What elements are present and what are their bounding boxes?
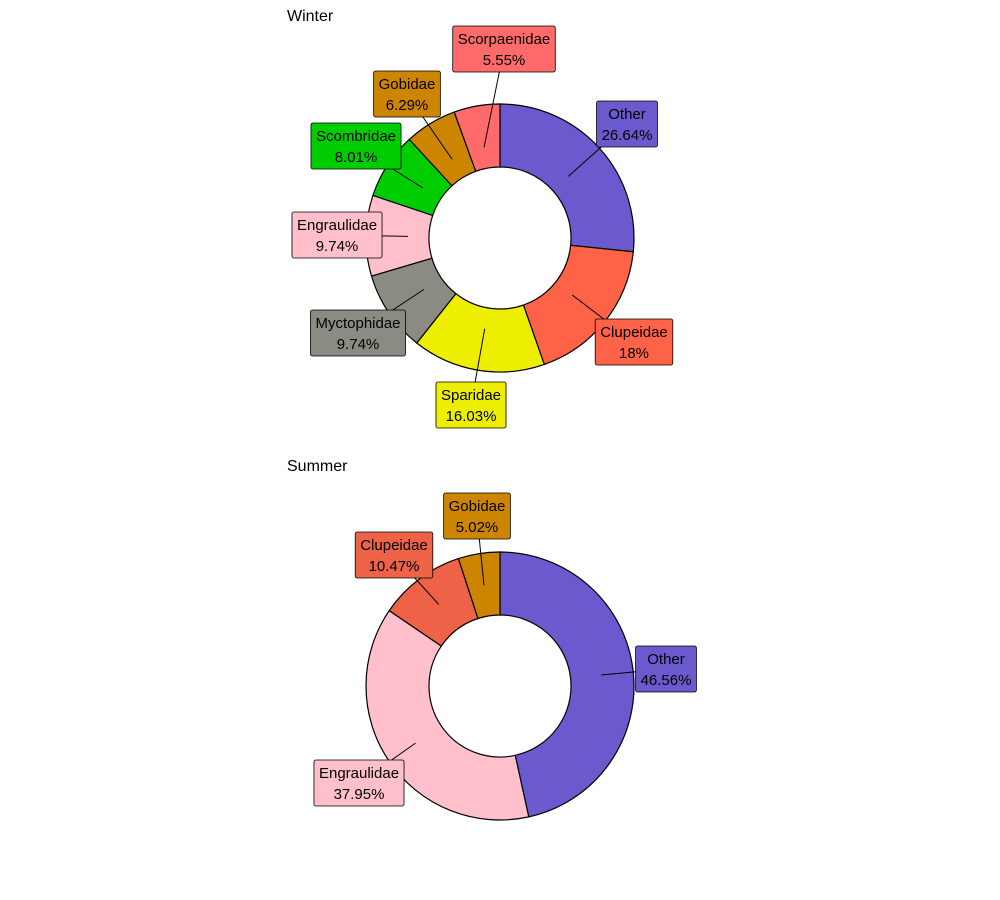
winter-label-myctophidae: Myctophidae 9.74% xyxy=(310,309,406,357)
winter-label-scombridae: Scombridae 8.01% xyxy=(310,122,402,170)
winter-label-box-scorpaenidae xyxy=(452,25,556,73)
winter-label-name-sparidae: Sparidae xyxy=(441,387,501,404)
winter-labels: Other 26.64% Clupeidae 18% Sparidae 16.03% Myc… xyxy=(291,25,674,429)
summer-labels: Other 46.56% Engraulidae 37.95% Clupeidae 10.… xyxy=(313,492,697,807)
winter-label-engraulidae: Engraulidae 9.74% xyxy=(291,211,383,259)
summer-slices xyxy=(365,551,635,821)
summer-donut-panel: Summer Other 46.56% Engraulidae 37.95% Clupe… xyxy=(287,458,697,821)
summer-label-box-clupeidae xyxy=(354,531,434,579)
summer-slice-gobidae xyxy=(457,551,501,620)
winter-label-name-scombridae: Scombridae xyxy=(316,128,396,145)
winter-label-value-sparidae: 16.03% xyxy=(446,408,497,425)
winter-label-scorpaenidae: Scorpaenidae 5.55% xyxy=(452,25,556,73)
summer-label-name-gobidae: Gobidae xyxy=(449,498,506,515)
summer-label-name-clupeidae: Clupeidae xyxy=(360,537,428,554)
winter-donut-panel: Winter Other 26.64% Clupeidae 18% Sparidae 16… xyxy=(287,8,674,429)
summer-label-name-other: Other xyxy=(647,651,685,668)
summer-label-value-clupeidae: 10.47% xyxy=(369,558,420,575)
winter-label-box-gobidae xyxy=(373,70,441,118)
winter-label-value-gobidae: 6.29% xyxy=(386,97,429,114)
summer-label-engraulidae: Engraulidae 37.95% xyxy=(313,759,405,807)
winter-label-box-sparidae xyxy=(435,381,507,429)
winter-slice-scorpaenidae xyxy=(453,103,501,173)
winter-label-name-myctophidae: Myctophidae xyxy=(315,315,400,332)
winter-label-name-scorpaenidae: Scorpaenidae xyxy=(458,31,551,48)
winter-label-name-engraulidae: Engraulidae xyxy=(297,217,377,234)
summer-label-value-gobidae: 5.02% xyxy=(456,519,499,536)
summer-label-name-engraulidae: Engraulidae xyxy=(319,765,399,782)
winter-label-other: Other 26.64% xyxy=(596,100,658,148)
winter-label-box-clupeidae xyxy=(594,318,674,366)
winter-label-box-myctophidae xyxy=(310,309,406,357)
winter-label-value-scombridae: 8.01% xyxy=(335,149,378,166)
summer-label-gobidae: Gobidae 5.02% xyxy=(443,492,511,540)
summer-label-box-other xyxy=(635,645,697,693)
winter-slices xyxy=(365,103,635,373)
summer-title: Summer xyxy=(287,458,348,475)
winter-label-value-other: 26.64% xyxy=(602,127,653,144)
winter-label-box-other xyxy=(596,100,658,148)
summer-label-value-other: 46.56% xyxy=(641,672,692,689)
winter-label-box-engraulidae xyxy=(291,211,383,259)
winter-label-value-scorpaenidae: 5.55% xyxy=(483,52,526,69)
winter-label-gobidae: Gobidae 6.29% xyxy=(373,70,441,118)
winter-label-name-other: Other xyxy=(608,106,646,123)
summer-label-value-engraulidae: 37.95% xyxy=(334,786,385,803)
summer-label-box-engraulidae xyxy=(313,759,405,807)
winter-label-value-clupeidae: 18% xyxy=(619,345,649,362)
winter-slice-other xyxy=(499,103,635,253)
winter-label-name-gobidae: Gobidae xyxy=(379,76,436,93)
summer-label-box-gobidae xyxy=(443,492,511,540)
winter-label-name-clupeidae: Clupeidae xyxy=(600,324,668,341)
winter-label-box-scombridae xyxy=(310,122,402,170)
summer-label-clupeidae: Clupeidae 10.47% xyxy=(354,531,434,579)
winter-label-value-engraulidae: 9.74% xyxy=(316,238,359,255)
winter-label-clupeidae: Clupeidae 18% xyxy=(594,318,674,366)
summer-label-other: Other 46.56% xyxy=(635,645,697,693)
winter-title: Winter xyxy=(287,8,334,25)
summer-slice-engraulidae xyxy=(365,609,530,821)
winter-label-sparidae: Sparidae 16.03% xyxy=(435,381,507,429)
summer-slice-other xyxy=(499,551,635,818)
winter-label-value-myctophidae: 9.74% xyxy=(337,336,380,353)
